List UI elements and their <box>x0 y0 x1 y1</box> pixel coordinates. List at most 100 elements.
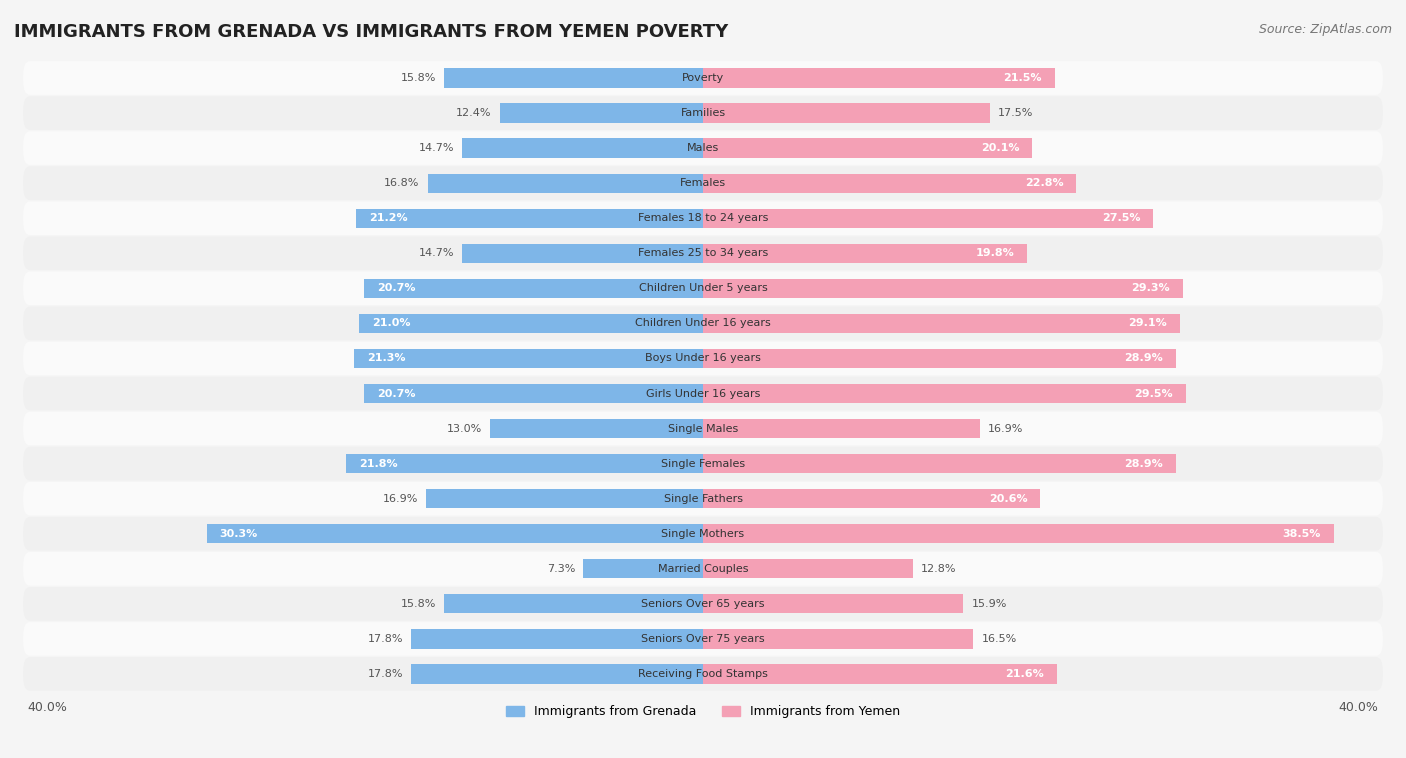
Text: 19.8%: 19.8% <box>976 249 1014 258</box>
Bar <box>359 314 703 333</box>
Bar <box>444 68 703 88</box>
Text: 21.2%: 21.2% <box>368 213 408 224</box>
Text: Single Mothers: Single Mothers <box>661 529 745 539</box>
Text: 38.5%: 38.5% <box>1282 529 1320 539</box>
FancyBboxPatch shape <box>22 166 1384 200</box>
Bar <box>427 174 703 193</box>
Text: 17.8%: 17.8% <box>368 669 404 679</box>
Text: 17.8%: 17.8% <box>368 634 404 644</box>
FancyBboxPatch shape <box>22 306 1384 340</box>
Text: 28.9%: 28.9% <box>1125 459 1163 468</box>
Text: 21.5%: 21.5% <box>1004 73 1042 83</box>
Text: 20.1%: 20.1% <box>980 143 1019 153</box>
Bar <box>703 594 963 613</box>
Text: 12.4%: 12.4% <box>456 108 492 118</box>
FancyBboxPatch shape <box>22 236 1384 270</box>
Bar <box>207 524 703 543</box>
FancyBboxPatch shape <box>22 342 1384 375</box>
Text: 16.9%: 16.9% <box>382 493 418 503</box>
Text: 28.9%: 28.9% <box>1125 353 1163 363</box>
Text: 15.8%: 15.8% <box>401 599 436 609</box>
Text: Poverty: Poverty <box>682 73 724 83</box>
FancyBboxPatch shape <box>22 131 1384 165</box>
Text: 29.1%: 29.1% <box>1128 318 1167 328</box>
Text: Females 18 to 24 years: Females 18 to 24 years <box>638 213 768 224</box>
Text: Seniors Over 75 years: Seniors Over 75 years <box>641 634 765 644</box>
Bar <box>463 243 703 263</box>
Text: 21.3%: 21.3% <box>367 353 406 363</box>
Text: Females: Females <box>681 178 725 188</box>
Text: 29.3%: 29.3% <box>1132 283 1170 293</box>
Text: 20.6%: 20.6% <box>988 493 1028 503</box>
FancyBboxPatch shape <box>22 657 1384 691</box>
Text: Single Females: Single Females <box>661 459 745 468</box>
Text: Girls Under 16 years: Girls Under 16 years <box>645 389 761 399</box>
Text: 16.8%: 16.8% <box>384 178 419 188</box>
Text: 20.7%: 20.7% <box>377 389 416 399</box>
Text: 15.9%: 15.9% <box>972 599 1007 609</box>
Text: Females 25 to 34 years: Females 25 to 34 years <box>638 249 768 258</box>
Bar <box>501 103 703 123</box>
Text: 29.5%: 29.5% <box>1135 389 1173 399</box>
Bar <box>426 489 703 509</box>
FancyBboxPatch shape <box>22 552 1384 586</box>
FancyBboxPatch shape <box>22 587 1384 621</box>
Text: Receiving Food Stamps: Receiving Food Stamps <box>638 669 768 679</box>
Bar <box>364 279 703 298</box>
Bar <box>354 349 703 368</box>
Bar <box>703 629 973 649</box>
Bar <box>703 243 1028 263</box>
Bar <box>583 559 703 578</box>
Text: 21.6%: 21.6% <box>1005 669 1043 679</box>
FancyBboxPatch shape <box>22 517 1384 550</box>
Text: 30.3%: 30.3% <box>219 529 259 539</box>
FancyBboxPatch shape <box>22 377 1384 410</box>
Bar <box>703 559 912 578</box>
Text: 15.8%: 15.8% <box>401 73 436 83</box>
Bar <box>703 103 990 123</box>
Text: 20.7%: 20.7% <box>377 283 416 293</box>
Text: Children Under 16 years: Children Under 16 years <box>636 318 770 328</box>
Bar <box>412 664 703 684</box>
Text: 21.0%: 21.0% <box>373 318 411 328</box>
Bar <box>703 279 1182 298</box>
Text: 16.5%: 16.5% <box>981 634 1017 644</box>
Text: Males: Males <box>688 143 718 153</box>
FancyBboxPatch shape <box>22 96 1384 130</box>
FancyBboxPatch shape <box>22 61 1384 95</box>
Text: Boys Under 16 years: Boys Under 16 years <box>645 353 761 363</box>
Text: 16.9%: 16.9% <box>988 424 1024 434</box>
Bar <box>463 139 703 158</box>
Bar <box>703 489 1040 509</box>
Text: Families: Families <box>681 108 725 118</box>
Text: Single Males: Single Males <box>668 424 738 434</box>
Text: IMMIGRANTS FROM GRENADA VS IMMIGRANTS FROM YEMEN POVERTY: IMMIGRANTS FROM GRENADA VS IMMIGRANTS FR… <box>14 23 728 41</box>
Text: 14.7%: 14.7% <box>419 249 454 258</box>
Bar <box>703 349 1177 368</box>
Bar <box>346 454 703 473</box>
Text: Seniors Over 65 years: Seniors Over 65 years <box>641 599 765 609</box>
Text: Single Fathers: Single Fathers <box>664 493 742 503</box>
Bar <box>703 139 1032 158</box>
FancyBboxPatch shape <box>22 446 1384 481</box>
Text: 27.5%: 27.5% <box>1102 213 1140 224</box>
Bar <box>364 384 703 403</box>
Text: 13.0%: 13.0% <box>447 424 482 434</box>
Bar <box>703 68 1054 88</box>
Bar <box>703 384 1187 403</box>
Text: 21.8%: 21.8% <box>359 459 398 468</box>
Bar <box>703 454 1177 473</box>
FancyBboxPatch shape <box>22 622 1384 656</box>
FancyBboxPatch shape <box>22 271 1384 305</box>
Bar <box>703 174 1077 193</box>
Text: 22.8%: 22.8% <box>1025 178 1063 188</box>
Bar <box>356 208 703 228</box>
Bar <box>703 419 980 438</box>
Bar <box>703 524 1334 543</box>
Bar <box>444 594 703 613</box>
Text: 12.8%: 12.8% <box>921 564 956 574</box>
Text: Married Couples: Married Couples <box>658 564 748 574</box>
Bar <box>703 664 1057 684</box>
FancyBboxPatch shape <box>22 412 1384 446</box>
Text: 14.7%: 14.7% <box>419 143 454 153</box>
